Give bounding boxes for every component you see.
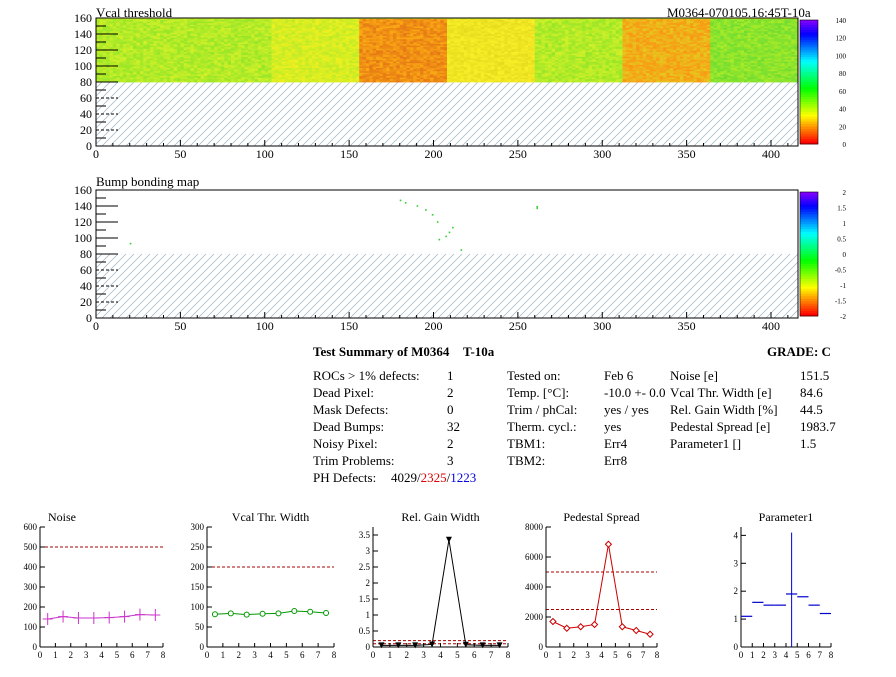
no-data-region — [96, 82, 798, 146]
